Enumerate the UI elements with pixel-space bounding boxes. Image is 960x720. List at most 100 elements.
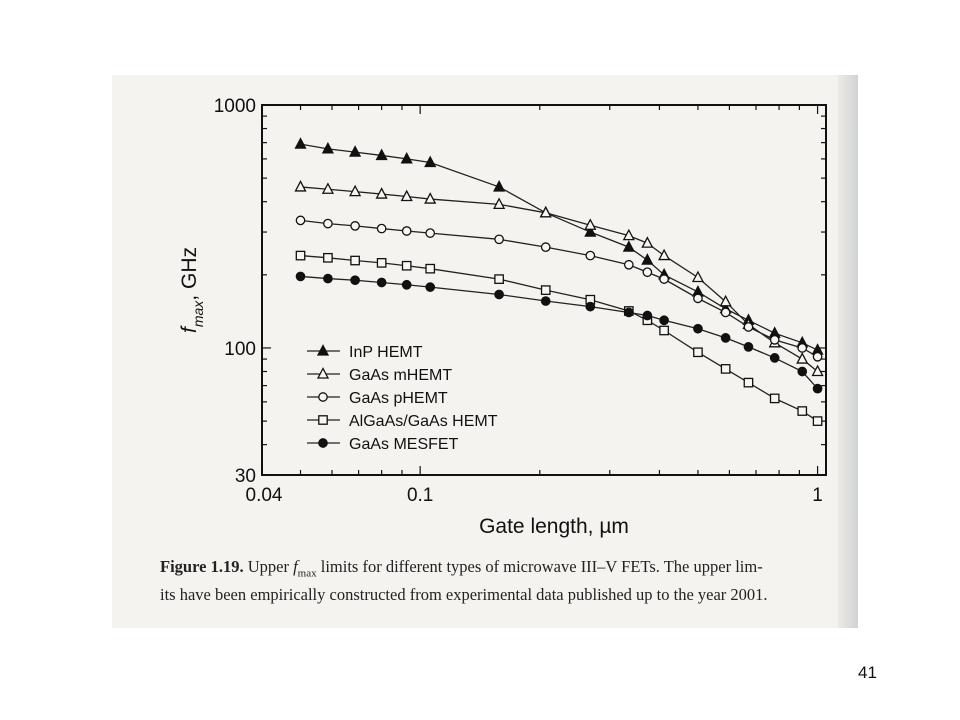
data-point bbox=[811, 364, 824, 377]
data-point bbox=[349, 145, 362, 157]
data-point bbox=[642, 267, 653, 278]
caption-symbol-sub: max bbox=[297, 567, 317, 580]
y-axis-label-sub: max bbox=[190, 300, 206, 327]
data-point bbox=[425, 282, 436, 292]
data-point bbox=[295, 250, 306, 261]
data-point bbox=[376, 258, 387, 268]
data-point bbox=[641, 253, 654, 265]
data-point bbox=[540, 285, 551, 295]
series-2 bbox=[295, 215, 823, 362]
data-point bbox=[585, 301, 596, 312]
data-point bbox=[295, 271, 306, 282]
legend-marker bbox=[316, 344, 330, 356]
data-point bbox=[812, 416, 823, 426]
caption-line-2: its have been empirically constructed fr… bbox=[160, 585, 768, 605]
data-point bbox=[295, 215, 306, 226]
data-point bbox=[584, 218, 597, 230]
legend-marker bbox=[318, 415, 328, 425]
y-axis-label-symbol: f bbox=[178, 325, 201, 333]
data-point bbox=[584, 225, 597, 237]
data-point bbox=[585, 250, 596, 261]
fmax-vs-gate-length-chart: 0.04 0.1 1 30 100 1000 Gate length, µm fmax, GH… bbox=[178, 96, 827, 538]
legend-label: InP HEMT bbox=[349, 344, 423, 361]
data-point bbox=[349, 184, 362, 197]
caption-text-before: Upper bbox=[247, 557, 294, 576]
data-point bbox=[539, 205, 552, 218]
data-point bbox=[693, 293, 703, 304]
data-point bbox=[321, 182, 334, 194]
data-point bbox=[375, 148, 388, 161]
legend-label: GaAs MESFET bbox=[349, 436, 459, 453]
legend-marker bbox=[316, 367, 330, 379]
scanned-page bbox=[112, 75, 857, 628]
data-point bbox=[375, 187, 388, 199]
y-tick-label: 100 bbox=[224, 339, 256, 360]
data-point bbox=[743, 377, 754, 388]
legend-marker bbox=[318, 392, 328, 402]
data-point bbox=[321, 141, 334, 154]
y-axis-label-unit: , GHz bbox=[178, 247, 201, 301]
data-point bbox=[400, 152, 413, 164]
data-point bbox=[797, 366, 808, 377]
data-point bbox=[350, 221, 360, 231]
data-point bbox=[323, 273, 333, 284]
data-point bbox=[693, 347, 703, 358]
data-point bbox=[659, 325, 669, 336]
data-point bbox=[691, 270, 705, 283]
data-point bbox=[797, 406, 808, 416]
data-point bbox=[641, 236, 654, 248]
data-point bbox=[424, 192, 437, 204]
data-point bbox=[720, 333, 731, 343]
figure-label: Figure 1.19. bbox=[160, 557, 244, 576]
data-point bbox=[425, 228, 436, 238]
data-point bbox=[797, 343, 808, 353]
data-point bbox=[659, 274, 669, 284]
series-4 bbox=[295, 271, 823, 394]
data-point bbox=[540, 242, 551, 252]
data-point bbox=[424, 155, 437, 168]
data-point bbox=[493, 180, 506, 192]
data-point bbox=[494, 274, 504, 284]
data-point bbox=[623, 307, 634, 318]
x-tick-label: 0.04 bbox=[246, 485, 283, 506]
legend-label: AlGaAs/GaAs HEMT bbox=[349, 413, 498, 430]
data-point bbox=[622, 240, 635, 252]
data-point bbox=[425, 263, 436, 274]
data-point bbox=[720, 307, 731, 318]
data-point bbox=[812, 351, 823, 362]
data-point bbox=[401, 279, 412, 290]
data-point bbox=[350, 275, 360, 286]
data-point bbox=[376, 277, 387, 288]
data-point bbox=[494, 289, 504, 300]
data-point bbox=[769, 334, 780, 345]
caption-symbol: f bbox=[293, 557, 298, 576]
data-point bbox=[494, 234, 504, 245]
y-axis-label: fmax, GHz bbox=[178, 247, 206, 333]
y-tick-label: 30 bbox=[235, 466, 256, 487]
data-point bbox=[294, 137, 307, 149]
data-point bbox=[294, 180, 307, 192]
data-point bbox=[401, 226, 412, 236]
x-axis-label: Gate length, µm bbox=[479, 515, 629, 538]
series-0 bbox=[294, 137, 824, 355]
data-point bbox=[540, 296, 551, 306]
series-3 bbox=[295, 250, 823, 426]
data-point bbox=[743, 322, 754, 332]
legend-label: GaAs mHEMT bbox=[349, 367, 452, 384]
data-point bbox=[323, 218, 333, 229]
x-tick-label: 1 bbox=[812, 485, 823, 506]
data-point bbox=[658, 248, 671, 261]
data-point bbox=[659, 315, 669, 326]
data-point bbox=[376, 223, 387, 234]
x-tick-label: 0.1 bbox=[407, 485, 433, 506]
caption-text-rest: limits for different types of microwave … bbox=[316, 557, 763, 576]
legend: InP HEMT GaAs mHEMT GaAs pHEMT AlGaAs/GaAs … bbox=[307, 344, 498, 453]
data-point bbox=[693, 323, 703, 334]
legend-marker bbox=[318, 438, 328, 448]
legend-label: GaAs pHEMT bbox=[349, 390, 448, 407]
data-point bbox=[622, 228, 635, 241]
data-point bbox=[493, 197, 506, 210]
data-point bbox=[323, 252, 333, 263]
series-line bbox=[300, 143, 818, 351]
caption-line-1: Figure 1.19. Upper fmax limits for diffe… bbox=[160, 556, 830, 584]
